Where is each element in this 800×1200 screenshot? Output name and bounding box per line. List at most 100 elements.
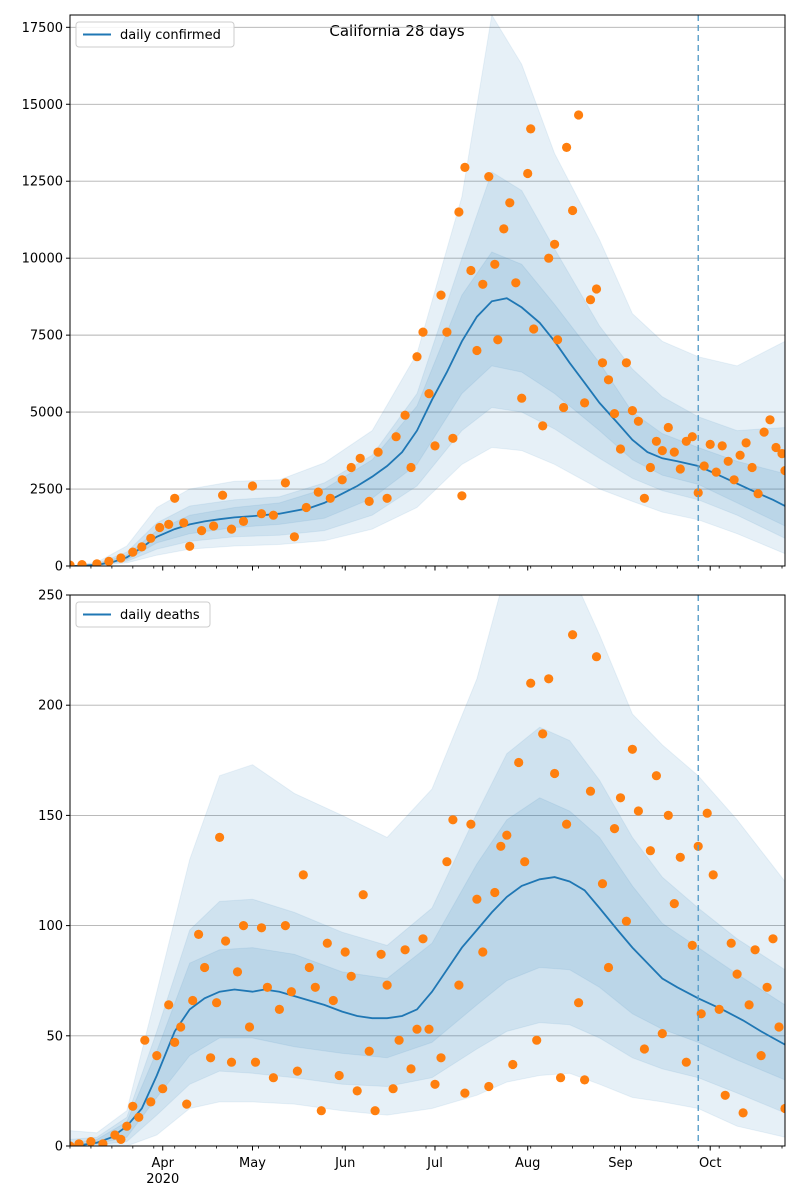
- observed-point: [687, 940, 697, 951]
- observed-point: [256, 509, 267, 519]
- observed-point: [580, 1075, 590, 1085]
- observed-point: [170, 493, 180, 503]
- observed-point: [777, 449, 785, 459]
- x-tick-year-label: 2020: [146, 1172, 179, 1187]
- observed-point: [645, 462, 656, 473]
- observed-point: [424, 389, 434, 399]
- observed-point: [609, 409, 620, 419]
- observed-point: [532, 1035, 542, 1045]
- observed-point: [310, 982, 320, 992]
- observed-point: [358, 890, 368, 900]
- observed-point: [720, 1090, 730, 1100]
- observed-point: [520, 857, 530, 867]
- observed-point: [448, 815, 458, 825]
- observed-point: [687, 432, 697, 442]
- y-tick-label: 2500: [30, 483, 63, 498]
- observed-point: [478, 279, 488, 289]
- y-tick-label: 50: [46, 1029, 63, 1044]
- uncertainty-band-1: [70, 595, 785, 1146]
- observed-point: [274, 1004, 284, 1015]
- y-tick-label: 10000: [22, 252, 63, 267]
- observed-point: [340, 947, 350, 957]
- observed-point: [286, 987, 296, 997]
- observed-point: [591, 652, 602, 662]
- observed-point: [346, 971, 356, 981]
- legend-label: daily deaths: [120, 608, 200, 623]
- observed-point: [615, 793, 626, 803]
- observed-point: [412, 1024, 422, 1034]
- observed-point: [478, 947, 488, 957]
- observed-point: [484, 172, 494, 182]
- observed-point: [717, 441, 727, 451]
- observed-point: [301, 502, 311, 513]
- series-line: [70, 876, 785, 1146]
- observed-point: [346, 462, 356, 473]
- y-tick-label: 150: [38, 809, 63, 824]
- observed-point: [568, 630, 578, 640]
- observed-point: [762, 982, 772, 992]
- observed-point: [298, 870, 308, 880]
- observed-point: [436, 1053, 446, 1063]
- observed-point: [615, 444, 626, 454]
- observed-point: [744, 1000, 754, 1010]
- uncertainty-band-1: [70, 15, 785, 566]
- observed-point: [424, 1024, 434, 1034]
- plot-area: [70, 595, 785, 1146]
- observed-point: [538, 729, 548, 739]
- observed-point: [188, 995, 198, 1006]
- uncertainty-band-2: [70, 726, 785, 1146]
- observed-point: [226, 524, 237, 534]
- observed-point: [128, 547, 138, 557]
- observed-point: [529, 324, 539, 334]
- observed-point: [729, 475, 739, 485]
- daily-confirmed-panel: 0 2500 5000 7500 10000 12500 15000 17500 daily c…: [22, 14, 786, 575]
- observed-point: [669, 447, 679, 457]
- observed-point: [382, 980, 392, 990]
- observed-point: [472, 345, 482, 356]
- legend-label: daily confirmed: [120, 28, 221, 43]
- observed-point: [218, 490, 228, 500]
- legend-box: [75, 21, 235, 48]
- observed-point: [562, 142, 572, 152]
- observed-point: [244, 1022, 255, 1032]
- observed-point: [741, 438, 751, 448]
- observed-point: [164, 1000, 174, 1010]
- observed-point: [496, 841, 506, 851]
- observed-point: [714, 1004, 724, 1015]
- observed-point: [753, 489, 763, 499]
- x-tick-label: Apr: [151, 1156, 174, 1171]
- observed-point: [568, 205, 578, 216]
- observed-point: [116, 553, 126, 563]
- observed-point: [517, 393, 527, 403]
- observed-point: [633, 416, 644, 426]
- observed-point: [280, 921, 290, 931]
- observed-point: [92, 559, 102, 566]
- observed-point: [639, 493, 650, 503]
- observed-point: [155, 522, 165, 533]
- observed-point: [651, 771, 662, 781]
- y-tick-label: 12500: [22, 175, 63, 190]
- observed-point: [609, 824, 620, 834]
- observed-point: [262, 982, 272, 992]
- observed-point: [544, 253, 554, 263]
- y-tick-label: 100: [38, 919, 63, 934]
- observed-point: [280, 478, 290, 488]
- x-tick-label: Jun: [334, 1156, 355, 1171]
- observed-point: [774, 1022, 784, 1032]
- observed-point: [442, 327, 452, 337]
- observed-point: [574, 998, 584, 1008]
- observed-point: [633, 806, 644, 816]
- observed-point: [466, 819, 476, 829]
- observed-point: [391, 432, 401, 442]
- observed-point: [98, 1139, 108, 1146]
- observed-point: [418, 934, 428, 944]
- observed-point: [268, 510, 278, 520]
- x-tick-label: Aug: [515, 1156, 540, 1171]
- observed-point: [502, 830, 512, 840]
- observed-point: [472, 894, 482, 904]
- observed-point: [412, 352, 422, 362]
- observed-point: [334, 1070, 344, 1081]
- observed-point: [675, 464, 685, 474]
- observed-point: [490, 259, 500, 269]
